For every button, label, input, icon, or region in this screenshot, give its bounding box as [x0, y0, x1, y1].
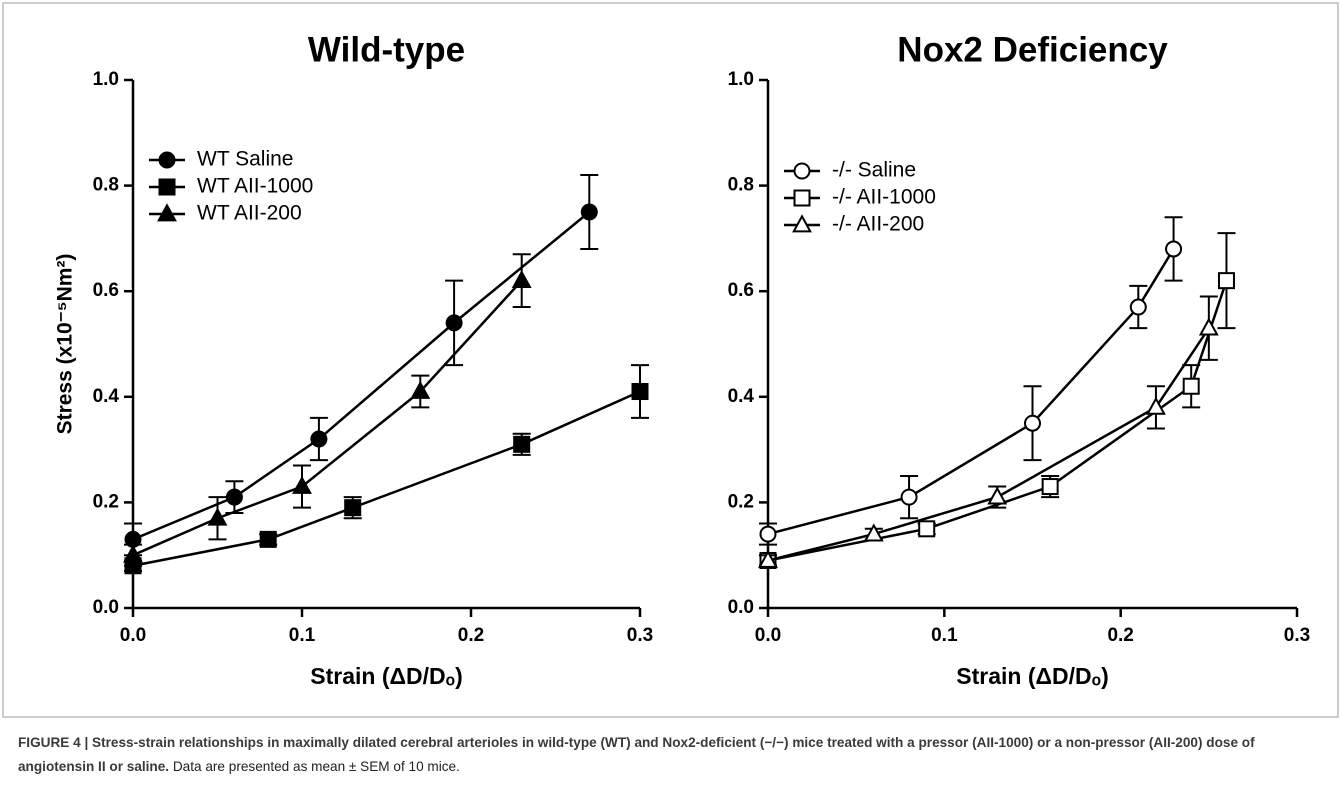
data-point [1145, 396, 1166, 415]
chart-title: Nox2 Deficiency [897, 30, 1168, 69]
data-point [445, 314, 463, 332]
x-axis-label: Strain (ΔD/Dₒ) [956, 663, 1108, 689]
data-point [987, 486, 1008, 505]
data-point [1217, 272, 1235, 290]
x-tick-label: 0.0 [755, 625, 781, 646]
legend-label: -/- AII-200 [832, 213, 924, 236]
data-point [292, 475, 312, 494]
series-line [767, 280, 1228, 562]
data-point [1129, 298, 1147, 316]
data-point [410, 380, 431, 399]
legend-marker [157, 203, 177, 222]
legend-label: WT AII-1000 [197, 175, 313, 198]
series-line [767, 327, 1210, 562]
data-point [1182, 377, 1200, 395]
data-point [1165, 240, 1183, 258]
chart-title: Wild-type [308, 30, 465, 69]
data-point [900, 488, 918, 506]
series-line [767, 248, 1175, 536]
y-tick-label: 1.0 [93, 69, 119, 90]
y-tick-label: 0.6 [728, 280, 754, 301]
legend-label: WT Saline [197, 148, 293, 171]
x-tick-label: 0.2 [1107, 625, 1133, 646]
legend-marker [792, 214, 812, 233]
y-tick-label: 0.8 [93, 175, 119, 196]
data-point [863, 523, 884, 542]
x-tick-label: 0.3 [627, 625, 653, 646]
y-tick-label: 1.0 [728, 69, 754, 90]
x-tick-label: 0.3 [1284, 625, 1310, 646]
y-tick-label: 0.2 [93, 491, 119, 512]
data-point [259, 530, 277, 548]
legend-marker [793, 189, 811, 207]
frame [2, 2, 1339, 718]
legend-label: -/- Saline [832, 159, 916, 182]
data-point [225, 488, 243, 506]
x-axis-label: Strain (ΔD/Dₒ) [310, 663, 462, 689]
y-tick-label: 0.2 [728, 491, 754, 512]
y-tick-label: 0.0 [728, 597, 754, 618]
data-point [1041, 478, 1059, 496]
data-point [513, 435, 531, 453]
y-tick-label: 0.4 [728, 386, 755, 407]
data-point [759, 525, 777, 543]
y-axis-label: Stress (x10⁻⁵Nm²) [54, 254, 77, 435]
x-tick-label: 0.1 [931, 625, 958, 646]
x-tick-label: 0.1 [289, 625, 316, 646]
legend-label: WT AII-200 [197, 202, 302, 225]
caption: FIGURE 4 | Stress-strain relationships i… [18, 731, 1328, 779]
y-tick-label: 0.8 [728, 175, 754, 196]
legend-marker [158, 151, 176, 169]
data-point [344, 499, 362, 517]
data-point [511, 269, 532, 289]
data-point [758, 549, 778, 568]
caption-text: Data are presented as mean ± SEM of 10 m… [169, 759, 460, 774]
caption-bold: FIGURE 4 | Stress-strain relationships i… [18, 735, 1255, 774]
legend-label: -/- AII-1000 [832, 186, 936, 209]
x-tick-label: 0.2 [458, 625, 484, 646]
data-point [580, 203, 598, 221]
data-point [207, 507, 228, 526]
y-tick-label: 0.6 [93, 280, 119, 301]
data-point [1198, 317, 1219, 336]
x-tick-label: 0.0 [120, 625, 146, 646]
y-tick-label: 0.4 [93, 386, 120, 407]
data-point [918, 520, 936, 538]
data-point [123, 544, 143, 563]
data-point [631, 383, 649, 401]
data-point [1024, 414, 1041, 432]
data-point [310, 430, 328, 448]
legend-marker [793, 162, 811, 180]
y-tick-label: 0.0 [93, 597, 119, 618]
legend-marker [158, 178, 176, 196]
